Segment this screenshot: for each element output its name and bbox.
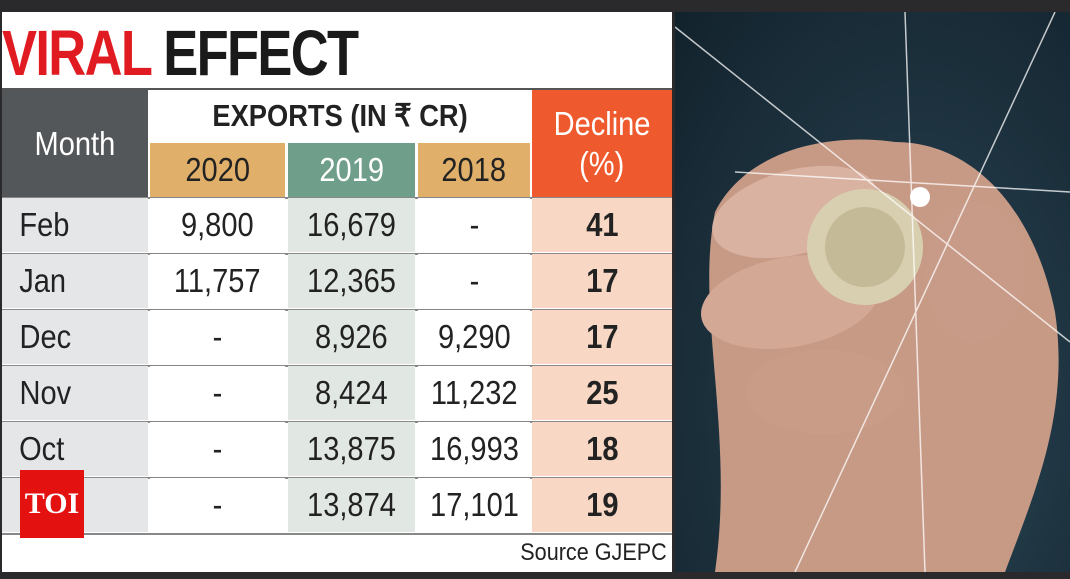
decline-header-text: (%) bbox=[579, 144, 625, 182]
month-cell-text: Oct bbox=[19, 430, 65, 467]
title-black: EFFECT bbox=[163, 17, 359, 89]
month-cell-text: Dec bbox=[19, 318, 72, 355]
year-header-2019-text: 2019 bbox=[319, 151, 384, 188]
year-header-2020: 2020 bbox=[150, 143, 285, 197]
decline-value: 25 bbox=[532, 366, 672, 420]
month-header-text: Month bbox=[34, 124, 116, 162]
decline-value-text: 18 bbox=[585, 430, 619, 467]
toi-logo-text: TOI bbox=[24, 487, 80, 520]
infographic-table: VIRAL EFFECT Month EXPORTS (IN ₹ CR) 2020 2… bbox=[2, 12, 672, 572]
decline-header: Decline (%) bbox=[532, 90, 672, 197]
month-header: Month bbox=[2, 90, 148, 197]
value-2018: 16,993 bbox=[418, 422, 530, 476]
decline-value: 17 bbox=[532, 310, 672, 364]
year-header-2019: 2019 bbox=[288, 143, 415, 197]
value-2019: 8,926 bbox=[288, 310, 415, 364]
decline-value-text: 41 bbox=[585, 206, 619, 243]
value-2020: - bbox=[150, 422, 285, 476]
title-red: VIRAL bbox=[2, 17, 152, 89]
value-2018: 9,290 bbox=[418, 310, 530, 364]
value-2018-text: - bbox=[469, 262, 479, 299]
value-2019: 16,679 bbox=[288, 198, 415, 252]
month-cell-text: Nov bbox=[19, 374, 72, 411]
value-2020-text: - bbox=[212, 430, 223, 467]
title-divider bbox=[2, 88, 672, 90]
decline-value-text: 17 bbox=[585, 262, 619, 299]
value-2019-text: 13,875 bbox=[307, 430, 396, 467]
value-2019: 13,875 bbox=[288, 422, 415, 476]
value-2018-text: 16,993 bbox=[429, 430, 519, 467]
row-divider bbox=[2, 533, 672, 535]
exports-group-header-text: EXPORTS (IN ₹ CR) bbox=[212, 98, 468, 133]
value-2019-text: 13,874 bbox=[307, 486, 396, 523]
month-cell: Nov bbox=[2, 366, 148, 420]
value-2020-text: - bbox=[212, 486, 223, 523]
title: VIRAL EFFECT bbox=[2, 17, 359, 89]
decline-value-text: 17 bbox=[585, 318, 619, 355]
value-2020: - bbox=[150, 366, 285, 420]
value-2018-text: 17,101 bbox=[429, 486, 519, 523]
value-2018: - bbox=[418, 254, 530, 308]
value-2019-text: 12,365 bbox=[307, 262, 396, 299]
decline-value: 17 bbox=[532, 254, 672, 308]
decline-header-text: Decline bbox=[553, 104, 651, 142]
source-note: Source GJEPC bbox=[422, 535, 667, 571]
month-cell-text: Feb bbox=[19, 206, 70, 243]
value-2020: 9,800 bbox=[150, 198, 285, 252]
month-cell: Oct bbox=[2, 422, 148, 476]
month-cell: Jan bbox=[2, 254, 148, 308]
exports-group-header: EXPORTS (IN ₹ CR) bbox=[150, 90, 530, 142]
value-2018: 17,101 bbox=[418, 478, 530, 532]
value-2019-text: 16,679 bbox=[307, 206, 396, 243]
value-2020: 11,757 bbox=[150, 254, 285, 308]
year-header-2018-text: 2018 bbox=[441, 151, 507, 188]
year-header-2020-text: 2020 bbox=[185, 151, 250, 188]
value-2018-text: - bbox=[469, 206, 479, 243]
value-2020: - bbox=[150, 310, 285, 364]
value-2020: - bbox=[150, 478, 285, 532]
diamond-hand-image bbox=[675, 12, 1070, 572]
value-2019: 12,365 bbox=[288, 254, 415, 308]
value-2019-text: 8,424 bbox=[315, 374, 388, 411]
decline-value: 41 bbox=[532, 198, 672, 252]
value-2020-text: - bbox=[212, 318, 223, 355]
decline-value: 18 bbox=[532, 422, 672, 476]
decline-value-text: 25 bbox=[585, 374, 619, 411]
value-2020-text: 9,800 bbox=[181, 206, 254, 243]
value-2020-text: - bbox=[212, 374, 223, 411]
decline-value: 19 bbox=[532, 478, 672, 532]
value-2018: - bbox=[418, 198, 530, 252]
diamond-photo bbox=[675, 12, 1070, 572]
year-header-2018: 2018 bbox=[418, 143, 530, 197]
toi-logo: TOI bbox=[20, 470, 84, 538]
value-2019-text: 8,926 bbox=[315, 318, 388, 355]
value-2018-text: 11,232 bbox=[430, 374, 518, 411]
month-cell: Dec bbox=[2, 310, 148, 364]
value-2020-text: 11,757 bbox=[174, 262, 261, 299]
month-cell: Feb bbox=[2, 198, 148, 252]
source-text: Source GJEPC bbox=[520, 539, 667, 566]
month-cell-text: Jan bbox=[19, 262, 67, 299]
decline-value-text: 19 bbox=[585, 486, 619, 523]
value-2018: 11,232 bbox=[418, 366, 530, 420]
value-2019: 8,424 bbox=[288, 366, 415, 420]
value-2018-text: 9,290 bbox=[437, 318, 511, 355]
value-2019: 13,874 bbox=[288, 478, 415, 532]
